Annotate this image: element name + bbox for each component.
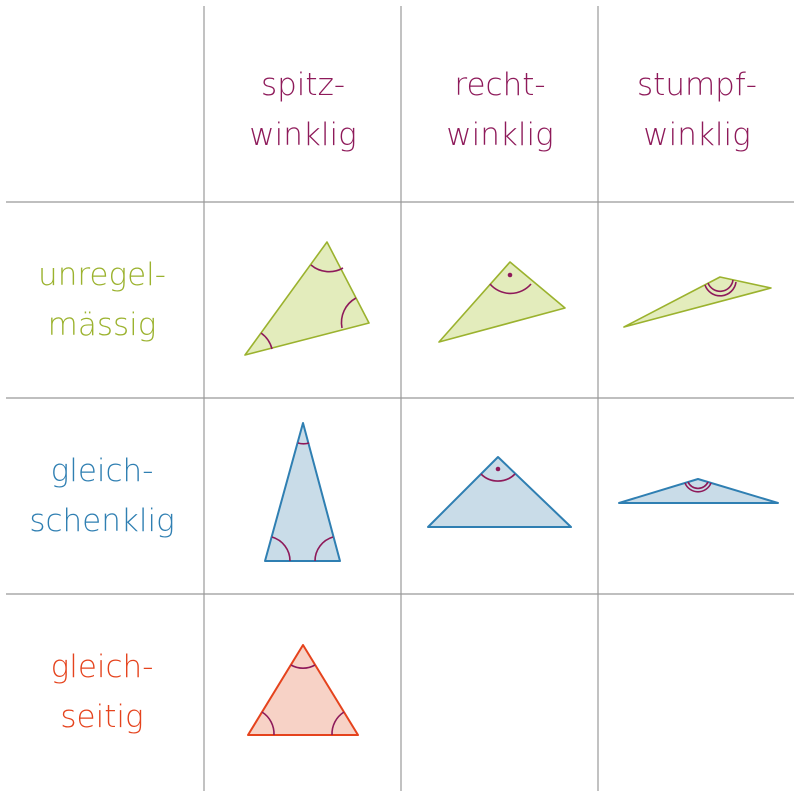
row-line-2: seitig bbox=[60, 699, 144, 735]
header-line-2: winklig bbox=[643, 117, 751, 153]
header-line-1: stumpf- bbox=[637, 67, 757, 103]
triangle-isosceles-obtuse bbox=[618, 478, 779, 504]
row-header-gleichschenklig: gleich- schenklig bbox=[2, 446, 202, 546]
header-line-1: spitz- bbox=[260, 67, 346, 103]
row-line-1: gleich- bbox=[50, 453, 154, 489]
triangle-isosceles-acute bbox=[264, 422, 341, 562]
triangle-scalene-right bbox=[438, 261, 566, 343]
triangle-scalene-acute bbox=[244, 241, 370, 356]
row-header-unregelmaessig: unregel- mässig bbox=[2, 250, 202, 350]
triangle-equilateral bbox=[247, 644, 359, 736]
row-line-1: gleich- bbox=[50, 649, 154, 685]
header-line-2: winklig bbox=[446, 117, 554, 153]
header-line-2: winklig bbox=[249, 117, 357, 153]
column-header-stumpfwinklig: stumpf- winklig bbox=[599, 60, 795, 160]
row-line-2: schenklig bbox=[29, 503, 175, 539]
triangle-scalene-obtuse bbox=[623, 276, 772, 328]
column-header-rechtwinklig: recht- winklig bbox=[402, 60, 598, 160]
triangle-isosceles-right bbox=[427, 456, 572, 528]
row-line-1: unregel- bbox=[38, 257, 166, 293]
header-line-1: recht- bbox=[454, 67, 546, 103]
row-line-2: mässig bbox=[47, 307, 157, 343]
column-header-spitzwinklig: spitz- winklig bbox=[205, 60, 401, 160]
row-header-gleichseitig: gleich- seitig bbox=[2, 642, 202, 742]
